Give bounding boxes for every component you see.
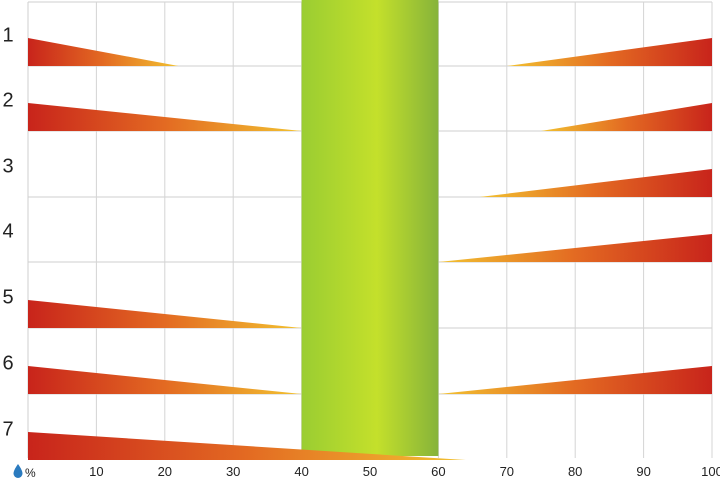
- row-label-4: 4: [2, 220, 13, 242]
- x-tick-label: 70: [500, 464, 514, 479]
- wedges-layer: [28, 38, 712, 460]
- x-tick-label: 80: [568, 464, 582, 479]
- wedge-row-2-left: [28, 103, 302, 131]
- wedge-row-4-right: [438, 234, 712, 262]
- row-label-5: 5: [2, 286, 13, 308]
- x-tick-label: 10: [89, 464, 103, 479]
- row-label-1: 1: [2, 24, 13, 46]
- row-label-3: 3: [2, 155, 13, 177]
- x-tick-label: 40: [294, 464, 308, 479]
- row-label-2: 2: [2, 89, 13, 111]
- x-tick-label: 100: [701, 464, 720, 479]
- wedge-row-6-left: [28, 366, 302, 394]
- water-drop-icon: [13, 464, 23, 478]
- row-label-6: 6: [2, 352, 13, 374]
- wedge-row-6-right: [438, 366, 712, 394]
- x-tick-label: 60: [431, 464, 445, 479]
- wedge-row-2-right: [541, 103, 712, 131]
- wedge-row-1-right: [506, 38, 712, 66]
- x-tick-label: 90: [636, 464, 650, 479]
- x-tick-label: 20: [158, 464, 172, 479]
- wedge-row-7-left: [28, 432, 466, 460]
- row-label-7: 7: [2, 418, 13, 440]
- x-tick-label: 50: [363, 464, 377, 479]
- wedge-row-3-right: [479, 169, 712, 197]
- wedge-row-5-left: [28, 300, 302, 328]
- labels-layer: 1 2 3 4 5 6 7 10 20 30 40 50 60 70 80 90 100%: [2, 24, 720, 480]
- optimal-band-layer: [301, 0, 439, 456]
- x-tick-label: 30: [226, 464, 240, 479]
- x-unit-label: %: [25, 466, 36, 480]
- wedge-row-1-left: [28, 38, 179, 66]
- optimal-band: [301, 0, 439, 456]
